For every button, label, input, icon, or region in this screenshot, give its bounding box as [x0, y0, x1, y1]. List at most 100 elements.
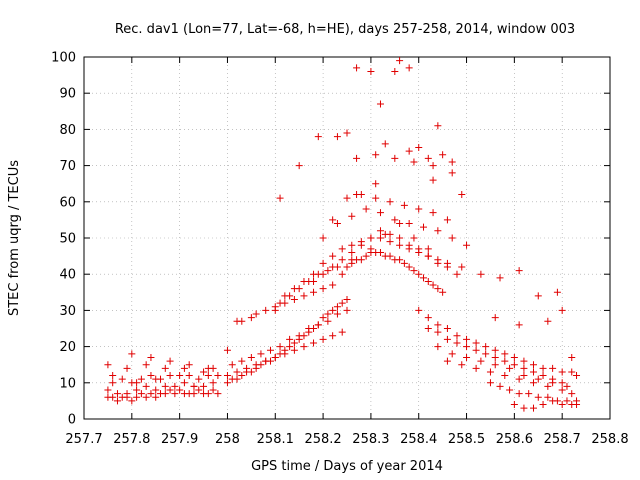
data-point [338, 299, 346, 307]
data-point [133, 393, 141, 401]
data-point [501, 357, 509, 365]
data-point [443, 263, 451, 271]
data-point [319, 234, 327, 242]
data-point [506, 386, 514, 394]
data-point [195, 386, 203, 394]
data-point [415, 144, 423, 151]
data-point [137, 375, 145, 383]
data-point [491, 361, 499, 369]
data-point [276, 343, 284, 351]
data-point [376, 100, 384, 108]
data-point [529, 379, 537, 387]
data-point [443, 325, 451, 332]
data-point [166, 386, 174, 394]
data-point [109, 379, 117, 387]
data-point [463, 241, 471, 249]
data-point [310, 277, 318, 285]
data-point [415, 245, 423, 253]
data-point [357, 241, 365, 249]
data-point [276, 299, 284, 307]
y-tick-label: 80 [59, 123, 76, 138]
data-point [228, 361, 236, 369]
data-point [453, 270, 461, 278]
data-point [233, 368, 241, 376]
data-point [400, 201, 408, 209]
data-point [534, 292, 542, 300]
data-point [539, 364, 547, 372]
data-point [424, 325, 432, 332]
x-tick-label: 258.7 [544, 432, 581, 447]
data-point [300, 277, 308, 285]
y-tick-label: 20 [59, 340, 76, 355]
data-point [290, 346, 298, 354]
y-tick-label: 10 [59, 376, 76, 391]
data-point [314, 133, 322, 141]
y-tick-label: 30 [59, 304, 76, 319]
y-tick-label: 70 [59, 159, 76, 174]
x-tick-label: 258 [215, 432, 240, 447]
data-point [348, 212, 356, 220]
data-point [539, 401, 547, 409]
data-point [353, 154, 361, 162]
data-point [534, 375, 542, 383]
data-point [319, 285, 327, 293]
data-point [573, 401, 581, 409]
data-point [429, 176, 437, 184]
data-point [252, 310, 260, 318]
data-point [424, 245, 432, 253]
data-point [271, 306, 279, 314]
data-point [458, 263, 466, 271]
data-point [319, 259, 327, 267]
data-point [243, 364, 251, 372]
data-point [204, 372, 212, 380]
data-point [434, 122, 442, 130]
data-point [113, 390, 121, 398]
data-point [486, 368, 494, 376]
data-point [396, 220, 404, 228]
data-point [520, 372, 528, 380]
data-point [424, 154, 432, 162]
x-tick-label: 258.6 [496, 432, 533, 447]
data-point [161, 364, 169, 372]
data-point [257, 350, 265, 358]
data-point [472, 339, 480, 347]
data-point [544, 393, 552, 401]
data-point [372, 180, 380, 188]
data-point [333, 133, 341, 141]
data-point [271, 353, 279, 361]
data-point [310, 339, 318, 347]
data-point [563, 397, 571, 405]
data-point [152, 386, 160, 394]
data-point [472, 364, 480, 372]
data-point [520, 357, 528, 365]
data-point [223, 346, 231, 354]
data-point [477, 270, 485, 278]
data-point [482, 343, 490, 351]
data-point [104, 386, 112, 394]
data-point [123, 390, 131, 398]
data-point [367, 234, 375, 242]
data-point [429, 162, 437, 170]
data-point [453, 332, 461, 340]
data-point [329, 306, 337, 314]
data-point [329, 332, 337, 340]
data-point [391, 216, 399, 224]
data-point [266, 346, 274, 354]
data-point [329, 263, 337, 271]
data-point [420, 223, 428, 231]
data-point [176, 386, 184, 394]
x-tick-label: 257.8 [113, 432, 150, 447]
data-point [209, 379, 217, 387]
data-point [472, 346, 480, 354]
data-point [166, 372, 174, 380]
data-point [161, 382, 169, 390]
data-point [420, 274, 428, 282]
data-point [434, 343, 442, 351]
data-point [405, 263, 413, 271]
data-point [357, 256, 365, 264]
data-point [238, 372, 246, 380]
data-point [372, 194, 380, 202]
x-tick-label: 257.9 [161, 432, 198, 447]
data-point [372, 151, 380, 159]
data-point [338, 270, 346, 278]
